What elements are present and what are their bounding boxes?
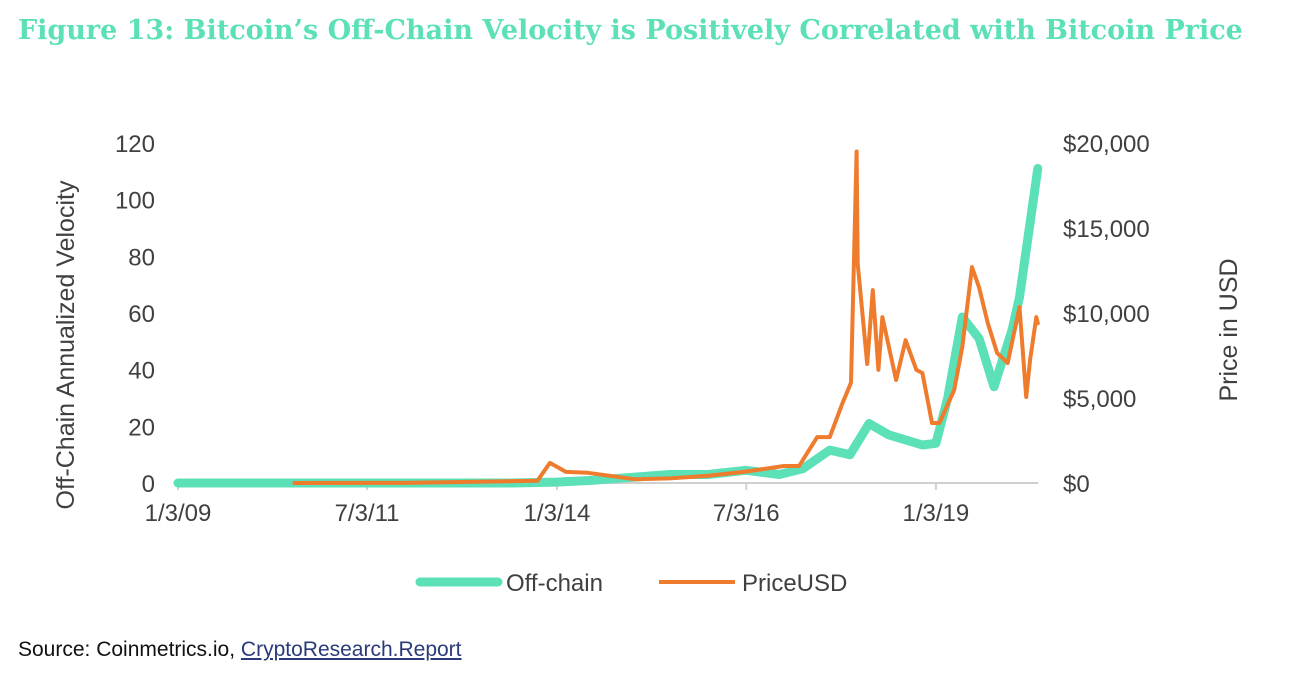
source-link[interactable]: CryptoResearch.Report [240, 638, 462, 661]
series-line-off-chain [173, 164, 1043, 488]
y2-tick-label: $5,000 [1063, 386, 1136, 413]
y-tick-label: 40 [128, 358, 155, 385]
y2-axis-label: Price in USD [1215, 258, 1243, 401]
y2-tick-label: $0 [1063, 471, 1090, 498]
y2-tick-label: $10,000 [1063, 301, 1150, 328]
x-tick-label: 1/3/19 [903, 500, 970, 527]
y2-tick-label: $20,000 [1063, 131, 1150, 158]
y-tick-label: 20 [128, 414, 155, 441]
x-tick-label: 7/3/11 [335, 500, 400, 527]
legend-label-price: PriceUSD [742, 570, 847, 597]
chart-title: Figure 13: Bitcoin’s Off-Chain Velocity … [18, 15, 1243, 46]
y-tick-label: 60 [128, 301, 155, 328]
y2-tick-label: $15,000 [1063, 216, 1150, 243]
legend-label-off-chain: Off-chain [506, 570, 603, 597]
x-tick-label: 1/3/14 [524, 500, 591, 527]
legend: Off-chain PriceUSD [415, 570, 847, 597]
x-tick-label: 7/3/16 [713, 500, 780, 527]
y-tick-label: 0 [142, 471, 155, 498]
source-text: Source: Coinmetrics.io, [18, 638, 241, 661]
x-tick-label: 1/3/09 [145, 500, 212, 527]
source-note: Source: Coinmetrics.io, CryptoResearch.R… [18, 638, 462, 662]
series-line-priceusd [292, 149, 1040, 485]
y-tick-label: 80 [128, 244, 155, 271]
y-tick-label: 100 [115, 188, 155, 215]
y-tick-label: 120 [115, 131, 155, 158]
y-axis-label: Off-Chain Annualized Velocity [52, 180, 80, 509]
